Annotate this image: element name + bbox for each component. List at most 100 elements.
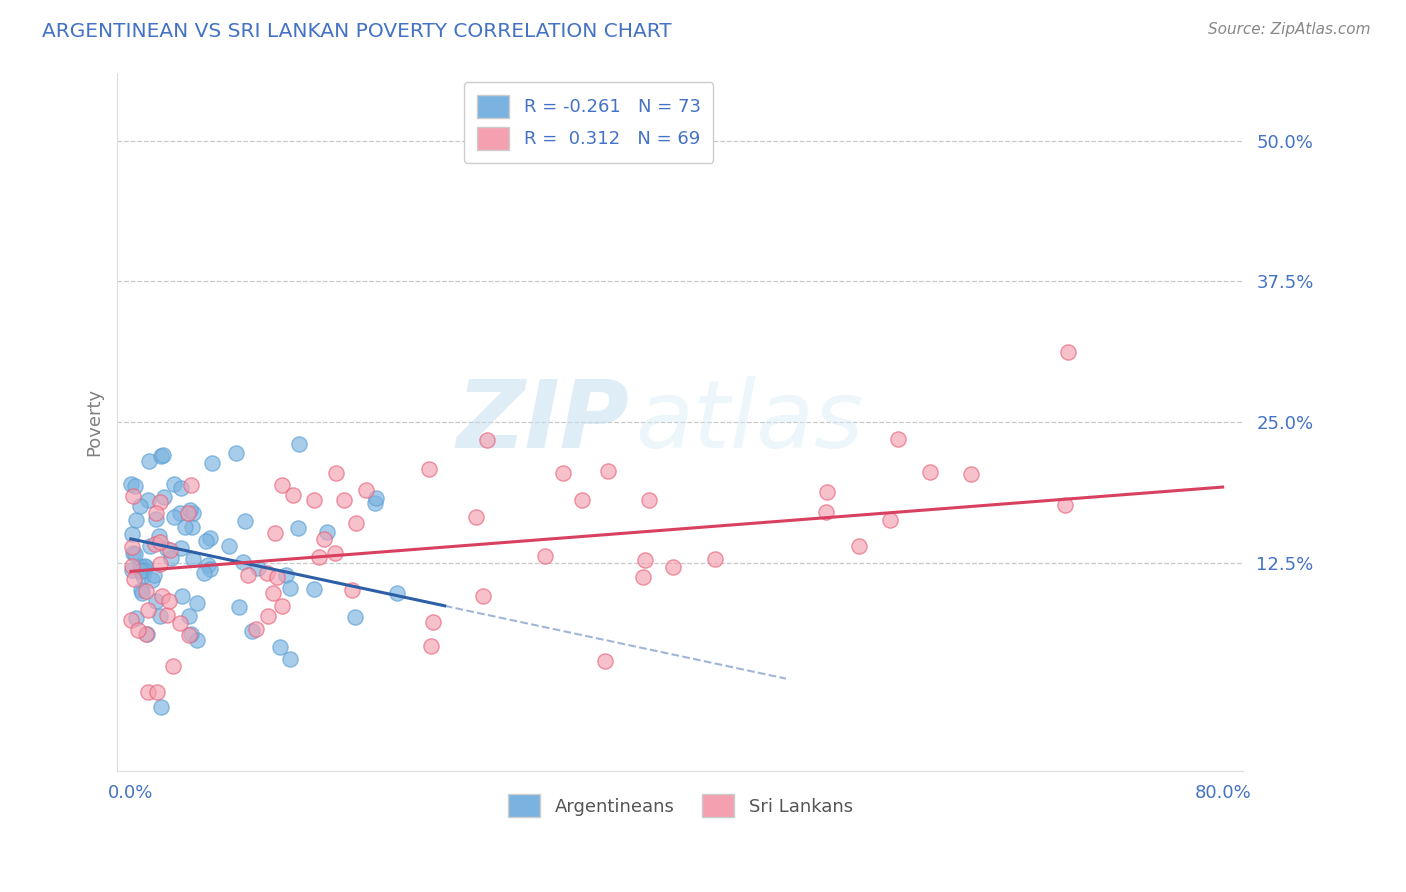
Point [163, 510, 186, 524]
Point [181, 552, 204, 566]
Point [121, 563, 143, 577]
Point [242, 624, 264, 638]
Point [143, 537, 166, 551]
Point [257, 609, 280, 624]
Text: ZIP: ZIP [457, 376, 630, 467]
Point [236, 568, 259, 582]
Point [246, 561, 269, 575]
Point [228, 600, 250, 615]
Point [150, 699, 173, 714]
Point [271, 599, 294, 614]
Point [121, 558, 143, 573]
Point [156, 608, 179, 623]
Point [280, 581, 302, 595]
Point [308, 550, 330, 565]
Point [194, 534, 217, 549]
Point [918, 465, 941, 479]
Point [129, 499, 152, 513]
Point [354, 483, 377, 497]
Point [136, 627, 159, 641]
Point [122, 489, 145, 503]
Point [186, 597, 208, 611]
Point [134, 559, 156, 574]
Point [169, 615, 191, 630]
Point [145, 512, 167, 526]
Point [149, 450, 172, 464]
Legend: Argentineans, Sri Lankans: Argentineans, Sri Lankans [501, 787, 860, 824]
Point [143, 568, 166, 582]
Point [233, 514, 256, 528]
Point [145, 593, 167, 607]
Point [269, 640, 291, 655]
Point [1054, 498, 1077, 512]
Point [264, 526, 287, 541]
Point [138, 539, 160, 553]
Point [179, 503, 201, 517]
Point [177, 628, 200, 642]
Point [180, 478, 202, 492]
Point [124, 512, 146, 526]
Point [420, 639, 443, 653]
Point [162, 659, 184, 673]
Point [145, 506, 167, 520]
Point [815, 484, 838, 499]
Point [633, 553, 655, 567]
Point [593, 653, 616, 667]
Point [150, 589, 173, 603]
Point [152, 448, 174, 462]
Point [173, 520, 195, 534]
Point [278, 651, 301, 665]
Point [288, 437, 311, 451]
Point [638, 492, 661, 507]
Point [340, 583, 363, 598]
Point [120, 613, 142, 627]
Point [256, 566, 278, 581]
Point [124, 479, 146, 493]
Point [287, 520, 309, 534]
Point [225, 445, 247, 459]
Point [157, 593, 180, 607]
Point [662, 560, 685, 574]
Point [134, 563, 156, 577]
Point [704, 551, 727, 566]
Point [366, 491, 388, 506]
Point [122, 572, 145, 586]
Point [887, 432, 910, 446]
Point [422, 615, 444, 630]
Point [302, 492, 325, 507]
Point [262, 586, 284, 600]
Point [325, 466, 347, 480]
Point [333, 492, 356, 507]
Point [596, 464, 619, 478]
Point [815, 505, 838, 519]
Point [121, 540, 143, 554]
Point [186, 632, 208, 647]
Y-axis label: Poverty: Poverty [86, 388, 103, 456]
Point [170, 590, 193, 604]
Point [127, 624, 149, 638]
Point [121, 527, 143, 541]
Point [131, 586, 153, 600]
Point [163, 476, 186, 491]
Point [631, 570, 654, 584]
Point [343, 610, 366, 624]
Text: Source: ZipAtlas.com: Source: ZipAtlas.com [1208, 22, 1371, 37]
Point [129, 564, 152, 578]
Point [232, 555, 254, 569]
Point [149, 495, 172, 509]
Point [136, 603, 159, 617]
Point [316, 524, 339, 539]
Point [245, 622, 267, 636]
Point [160, 551, 183, 566]
Point [148, 529, 170, 543]
Point [266, 569, 288, 583]
Point [120, 476, 142, 491]
Point [553, 466, 575, 480]
Point [198, 531, 221, 545]
Point [465, 510, 488, 524]
Point [281, 488, 304, 502]
Point [129, 582, 152, 597]
Point [135, 626, 157, 640]
Point [138, 685, 160, 699]
Point [131, 569, 153, 583]
